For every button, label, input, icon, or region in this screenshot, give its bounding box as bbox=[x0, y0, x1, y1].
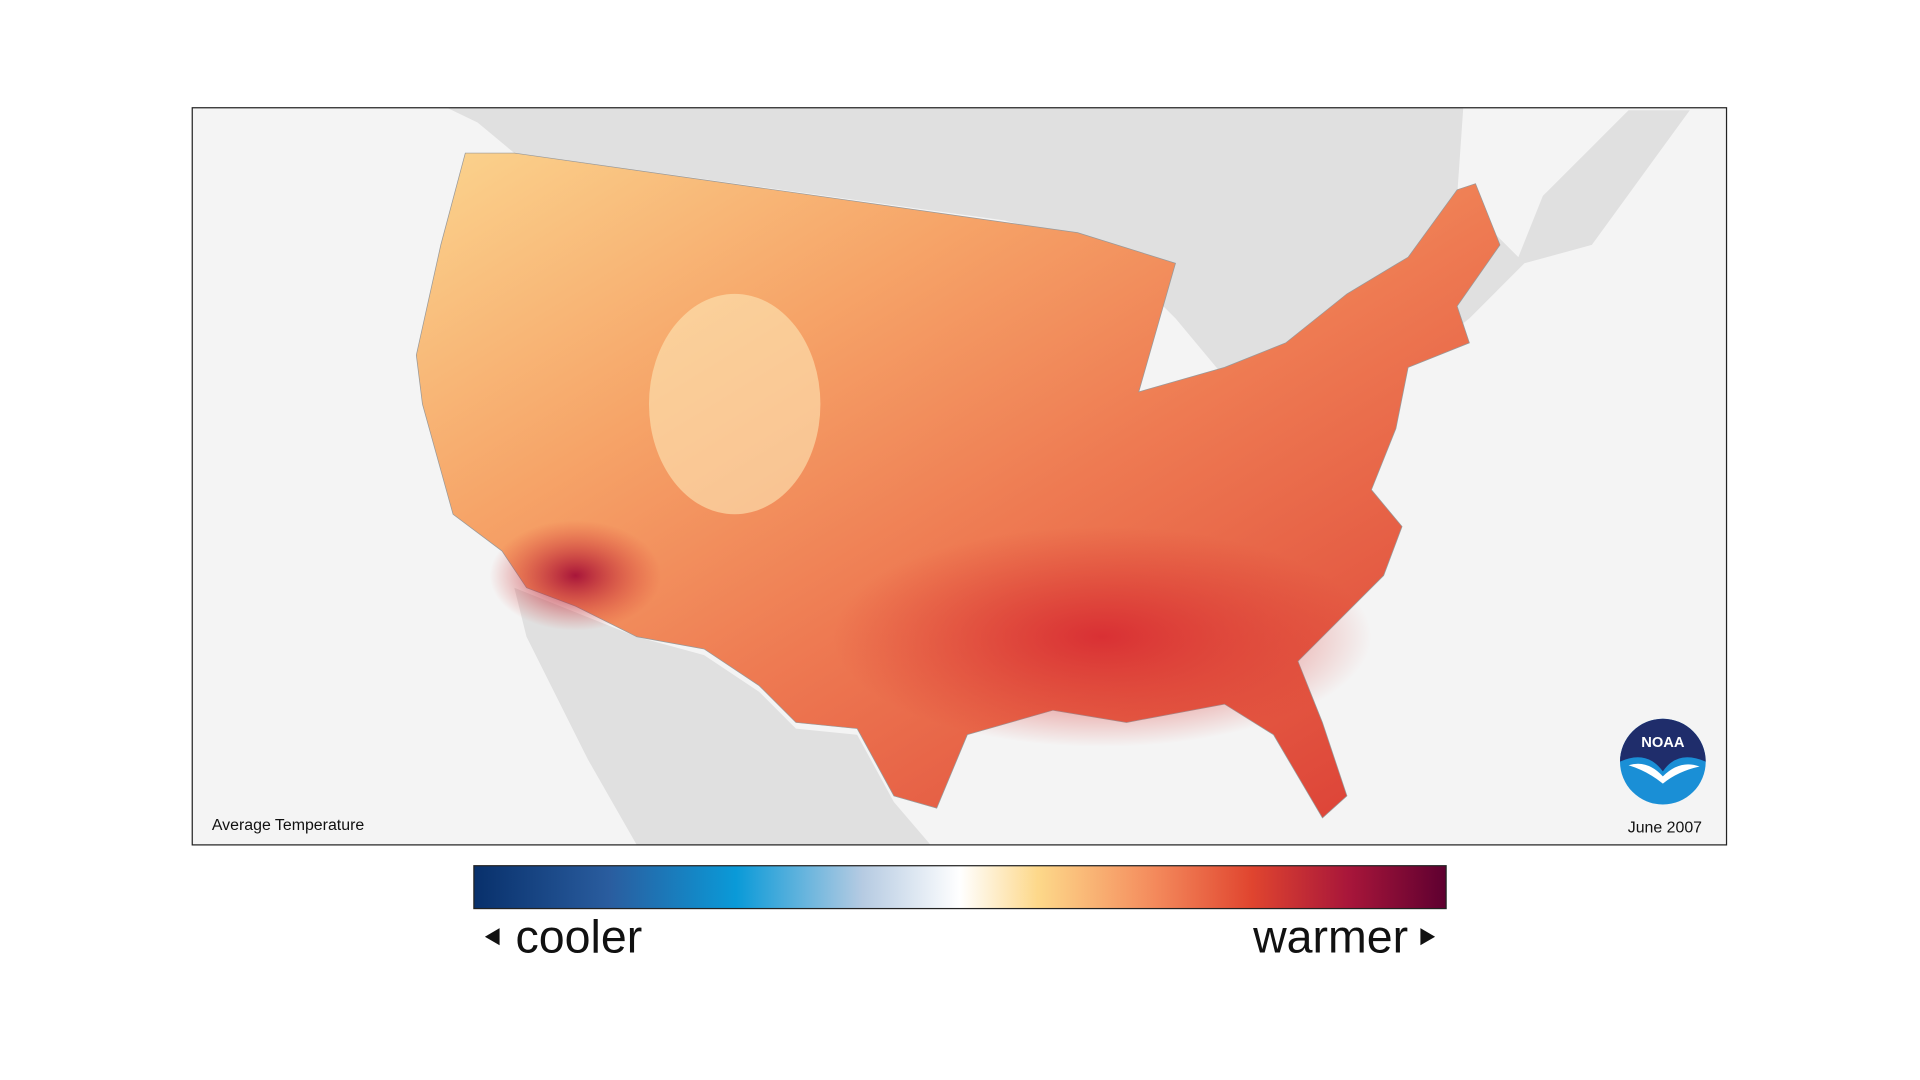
map-caption: Average Temperature bbox=[212, 817, 365, 834]
legend-high-label: warmer bbox=[1252, 911, 1408, 963]
noaa-logo: NOAA bbox=[1620, 718, 1706, 805]
logo-text: NOAA bbox=[1641, 735, 1685, 751]
color-scale bbox=[473, 865, 1447, 910]
mountain-region bbox=[648, 293, 821, 515]
hot-region bbox=[489, 520, 662, 631]
map-frame bbox=[191, 107, 1728, 846]
logo-bird bbox=[1628, 763, 1700, 784]
left-arrow bbox=[484, 928, 500, 946]
right-arrow bbox=[1420, 928, 1436, 946]
mexico-land bbox=[514, 587, 931, 845]
warm-region bbox=[832, 526, 1372, 747]
legend-low-label: cooler bbox=[516, 911, 643, 963]
map-date: June 2007 bbox=[1628, 820, 1702, 837]
map-area bbox=[192, 107, 1727, 845]
logo-top bbox=[1620, 718, 1706, 772]
